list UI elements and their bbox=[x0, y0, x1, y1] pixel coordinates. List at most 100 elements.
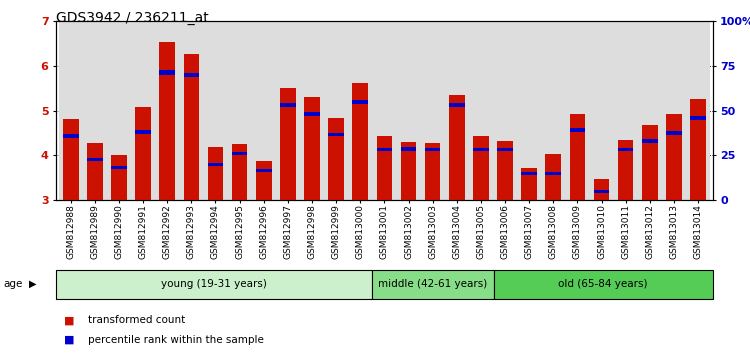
Bar bbox=[155, 21, 179, 200]
Bar bbox=[160, 42, 175, 200]
Bar bbox=[400, 142, 416, 200]
Bar bbox=[328, 118, 344, 200]
Bar bbox=[517, 21, 542, 200]
Bar bbox=[424, 148, 440, 151]
Bar bbox=[569, 128, 585, 132]
FancyBboxPatch shape bbox=[494, 270, 712, 298]
Bar bbox=[208, 147, 224, 200]
Bar bbox=[63, 119, 79, 200]
Bar bbox=[352, 100, 368, 104]
Bar bbox=[421, 21, 445, 200]
Bar bbox=[208, 147, 224, 200]
Bar bbox=[566, 21, 590, 200]
Bar bbox=[545, 154, 561, 200]
Bar bbox=[184, 73, 200, 77]
Bar bbox=[449, 103, 464, 108]
Bar bbox=[252, 21, 276, 200]
Bar bbox=[642, 125, 658, 200]
Bar bbox=[376, 136, 392, 200]
Bar bbox=[184, 73, 200, 77]
Bar bbox=[135, 108, 151, 200]
Bar bbox=[276, 21, 300, 200]
Bar bbox=[376, 148, 392, 151]
Bar bbox=[521, 168, 537, 200]
Bar bbox=[618, 148, 634, 151]
Text: young (19-31 years): young (19-31 years) bbox=[161, 279, 267, 289]
Bar bbox=[280, 103, 296, 108]
Text: ▶: ▶ bbox=[28, 279, 36, 289]
Bar bbox=[160, 70, 175, 75]
Bar bbox=[638, 21, 662, 200]
Bar bbox=[545, 172, 561, 176]
Bar bbox=[473, 148, 489, 151]
Text: percentile rank within the sample: percentile rank within the sample bbox=[88, 335, 264, 345]
Text: middle (42-61 years): middle (42-61 years) bbox=[378, 279, 488, 289]
Bar bbox=[400, 142, 416, 200]
Bar bbox=[690, 99, 706, 200]
Bar bbox=[256, 161, 272, 200]
Bar bbox=[521, 168, 537, 200]
Bar bbox=[666, 114, 682, 200]
Bar bbox=[232, 152, 248, 155]
Bar bbox=[594, 190, 609, 193]
Bar bbox=[280, 88, 296, 200]
Bar bbox=[542, 21, 566, 200]
Bar bbox=[63, 134, 79, 138]
Bar bbox=[227, 21, 252, 200]
Bar bbox=[328, 132, 344, 136]
Bar bbox=[497, 141, 513, 200]
Bar bbox=[256, 161, 272, 200]
Bar bbox=[372, 21, 397, 200]
Bar bbox=[160, 42, 175, 200]
Bar bbox=[545, 154, 561, 200]
Bar bbox=[642, 125, 658, 200]
Text: ■: ■ bbox=[64, 315, 74, 325]
Bar bbox=[400, 147, 416, 151]
Bar bbox=[304, 97, 320, 200]
Bar bbox=[397, 21, 421, 200]
Bar bbox=[690, 116, 706, 120]
Bar bbox=[304, 112, 320, 116]
Bar bbox=[87, 143, 103, 200]
Bar bbox=[87, 143, 103, 200]
Bar bbox=[87, 158, 103, 161]
Bar bbox=[569, 114, 585, 200]
Bar bbox=[569, 114, 585, 200]
Bar bbox=[135, 130, 151, 134]
FancyBboxPatch shape bbox=[372, 270, 494, 298]
Text: GDS3942 / 236211_at: GDS3942 / 236211_at bbox=[56, 11, 209, 25]
Bar bbox=[545, 172, 561, 176]
FancyBboxPatch shape bbox=[56, 270, 372, 298]
Bar bbox=[280, 103, 296, 108]
Bar bbox=[58, 21, 82, 200]
Bar bbox=[614, 21, 638, 200]
Bar bbox=[424, 148, 440, 151]
Bar bbox=[690, 99, 706, 200]
Bar bbox=[300, 21, 324, 200]
Bar bbox=[352, 83, 368, 200]
Bar bbox=[445, 21, 469, 200]
Bar bbox=[208, 163, 224, 166]
Bar bbox=[662, 21, 686, 200]
Bar bbox=[497, 148, 513, 151]
Bar bbox=[63, 119, 79, 200]
Text: age: age bbox=[4, 279, 23, 289]
Bar bbox=[424, 143, 440, 200]
Bar bbox=[376, 136, 392, 200]
Bar bbox=[449, 95, 464, 200]
Bar bbox=[256, 169, 272, 172]
Bar bbox=[179, 21, 203, 200]
Bar bbox=[111, 166, 127, 169]
Bar bbox=[304, 112, 320, 116]
Bar bbox=[521, 172, 537, 176]
Bar bbox=[232, 152, 248, 155]
Bar bbox=[618, 140, 634, 200]
Bar bbox=[184, 54, 200, 200]
Bar bbox=[642, 139, 658, 143]
Bar bbox=[111, 155, 127, 200]
Bar bbox=[203, 21, 227, 200]
Text: old (65-84 years): old (65-84 years) bbox=[558, 279, 648, 289]
Bar bbox=[493, 21, 517, 200]
Bar bbox=[352, 100, 368, 104]
Bar bbox=[473, 136, 489, 200]
